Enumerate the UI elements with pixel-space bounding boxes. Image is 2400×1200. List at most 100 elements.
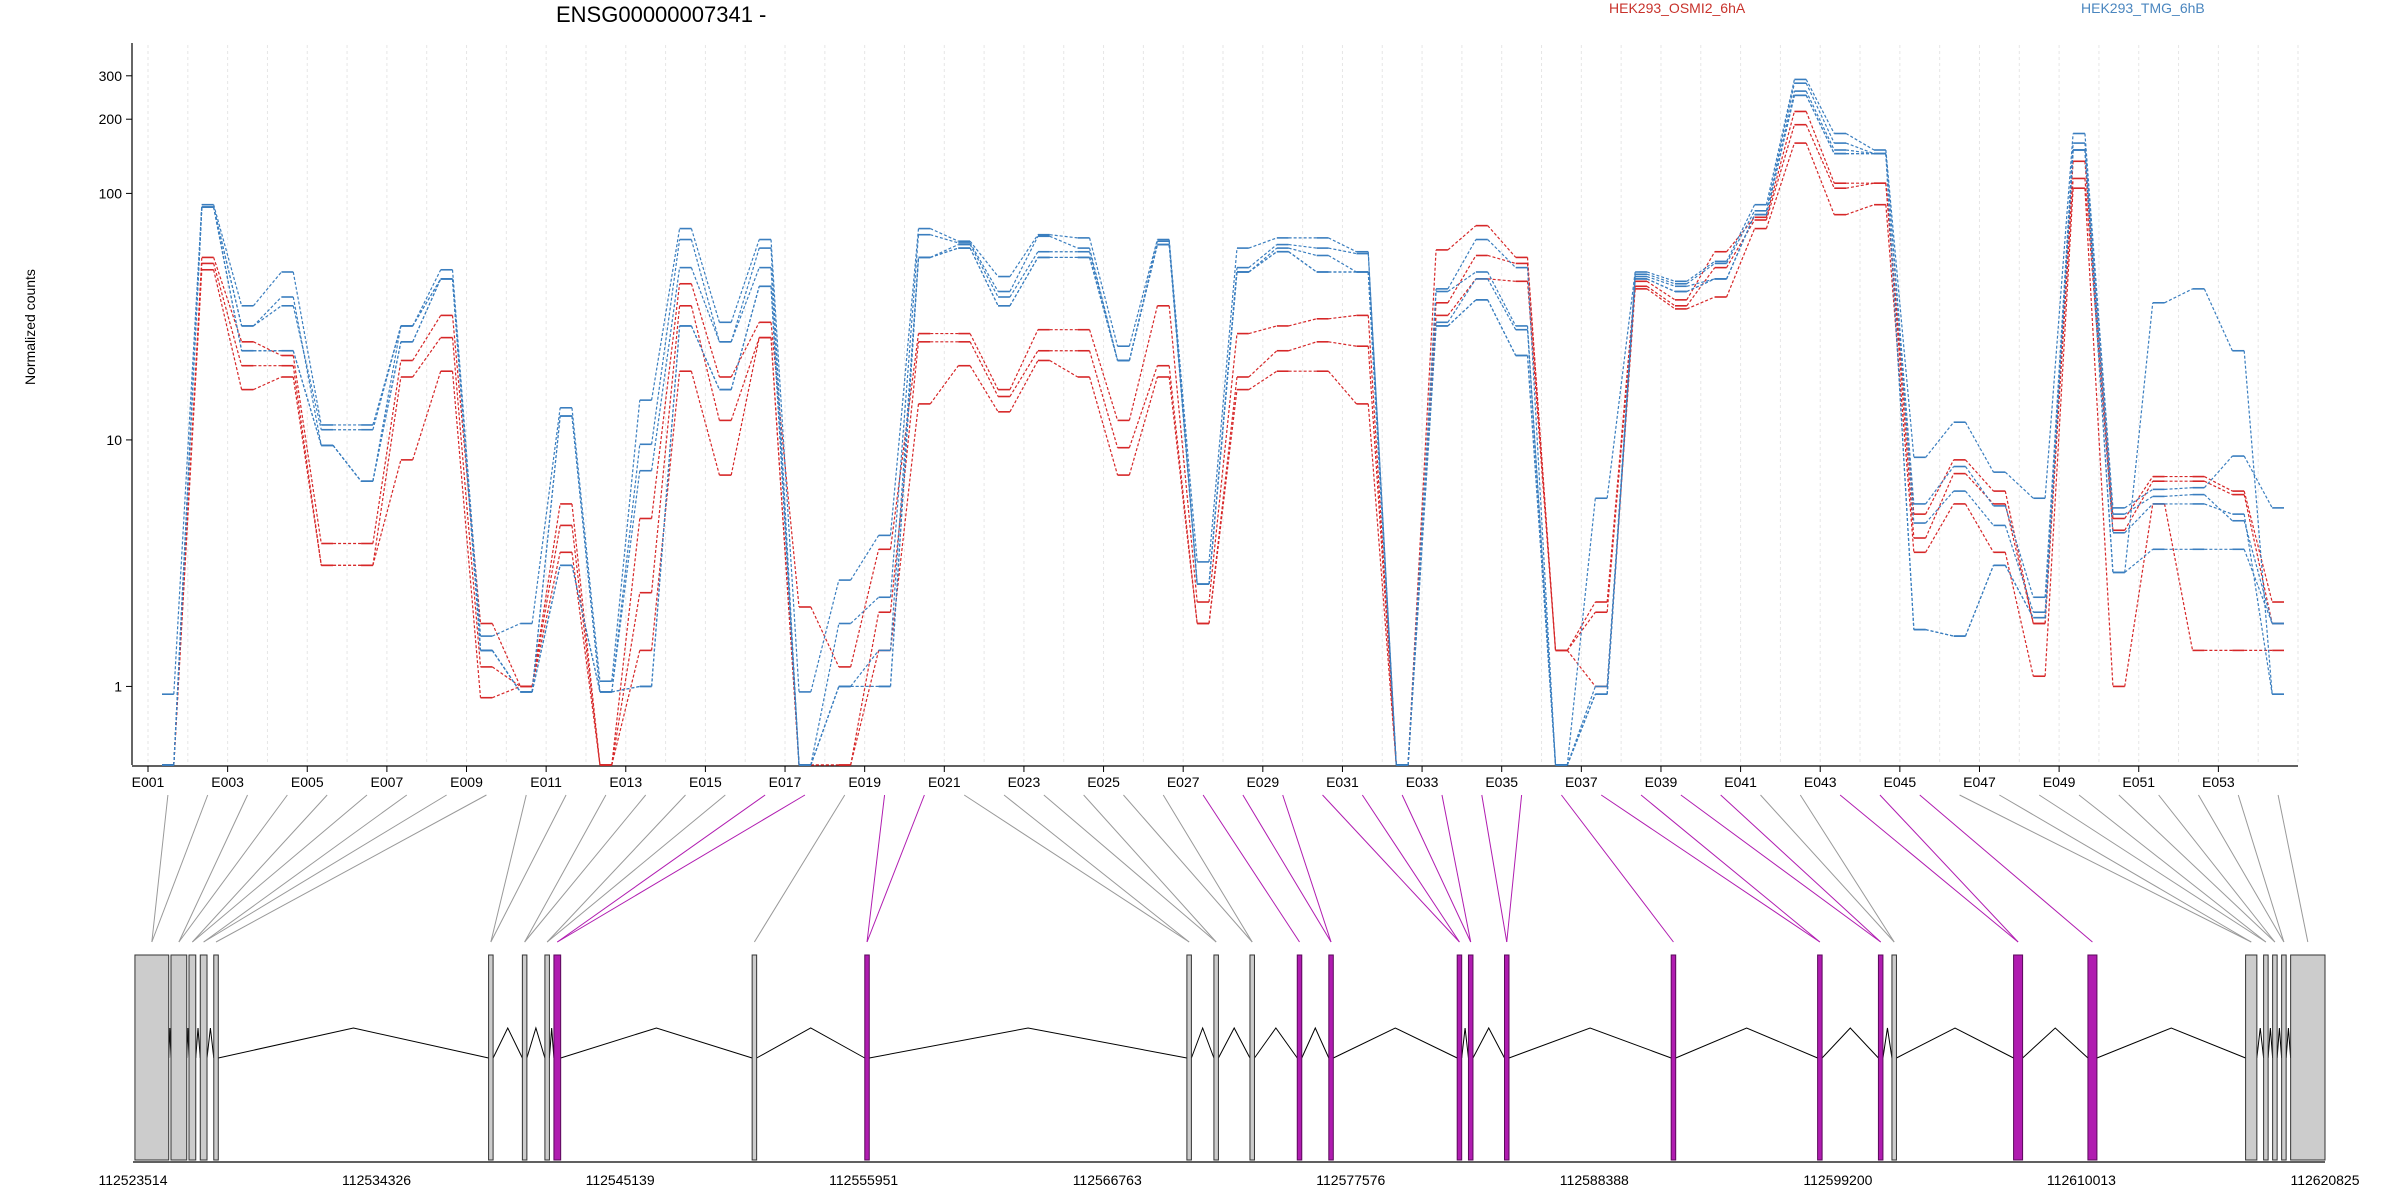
exon-connector	[1879, 794, 2019, 943]
series-connector	[1168, 376, 1198, 624]
exon-box	[1249, 954, 1255, 1161]
series-connector	[292, 350, 322, 446]
series-connector	[1367, 271, 1397, 766]
exon-box	[1213, 954, 1219, 1161]
series-connector	[1606, 274, 1636, 687]
series-connector	[1447, 271, 1477, 292]
y-tick-label: 300	[99, 68, 123, 84]
series-connector	[810, 686, 840, 766]
series-connector	[1765, 111, 1795, 218]
series-connector	[1088, 237, 1119, 347]
exon-connector	[1959, 794, 2252, 943]
intron-line	[1896, 1027, 2014, 1059]
series-connector	[1566, 601, 1596, 651]
exon-connector	[1919, 794, 2093, 943]
x-tick-label: E011	[530, 774, 562, 790]
series-connector	[2204, 480, 2233, 496]
series-connector	[1726, 219, 1756, 268]
exon-connector	[1720, 794, 1882, 943]
series-connector	[292, 271, 322, 426]
exon-connector	[151, 794, 169, 943]
y-tick-label: 10	[106, 432, 122, 448]
series-connector	[2243, 455, 2273, 509]
vertical-gridlines	[147, 45, 2299, 765]
series-connector	[1765, 95, 1795, 215]
series-connector	[253, 376, 282, 391]
series-connector	[1726, 216, 1756, 253]
intron-line	[1675, 1027, 1818, 1059]
x-tick-label: E007	[371, 774, 404, 790]
series-connector	[292, 305, 322, 430]
series-connector	[372, 360, 402, 544]
x-tick-label: E045	[1884, 774, 1917, 790]
x-tick-label: E009	[450, 774, 483, 790]
series-connector	[571, 552, 601, 766]
series-connector	[2084, 149, 2114, 573]
series-connector	[1009, 350, 1039, 397]
exon-connector	[1282, 794, 1332, 943]
series-connector	[451, 337, 482, 667]
series-connector	[1168, 241, 1198, 585]
series-connector	[1009, 257, 1039, 307]
series-connector	[1606, 271, 1636, 499]
series-connector	[1964, 565, 1995, 637]
series-connector	[1885, 153, 1915, 524]
x-tick-label: E027	[1167, 774, 1200, 790]
series-connector	[2164, 288, 2193, 304]
series-connector	[690, 239, 720, 342]
series-connector	[1009, 236, 1039, 292]
series-connector	[531, 503, 561, 687]
series-connector	[1088, 247, 1119, 361]
series-connector	[1646, 278, 1676, 293]
genome-tick-label: 112534326	[342, 1172, 411, 1188]
series-connector	[1845, 132, 1875, 151]
exon-box-highlighted	[1296, 954, 1303, 1161]
exon-box	[1891, 954, 1897, 1161]
series-connector	[1487, 271, 1517, 327]
series-connector	[531, 552, 561, 687]
intron-line	[2285, 1027, 2292, 1059]
exon-box	[213, 954, 219, 1161]
exon-connector	[1506, 794, 1523, 943]
genome-tick-label: 112577576	[1316, 1172, 1385, 1188]
exon-connector	[178, 794, 288, 943]
series-connector	[372, 376, 402, 566]
series-connector	[2203, 455, 2233, 489]
series-connector	[1885, 153, 1915, 630]
exon-box-highlighted	[1670, 954, 1677, 1161]
exon-connector	[192, 794, 328, 943]
series-connector	[1288, 251, 1317, 273]
series-connector	[2084, 143, 2114, 515]
exon-box	[544, 954, 550, 1161]
intron-line	[1190, 1026, 1215, 1059]
series-connector	[1964, 503, 1995, 553]
x-tick-label: E023	[1008, 774, 1041, 790]
exon-connector	[490, 794, 527, 943]
series-connector	[730, 322, 760, 378]
exon-connector	[2118, 794, 2276, 943]
exon-connector	[557, 794, 806, 943]
exon-box-highlighted	[553, 954, 562, 1161]
exon-box	[751, 954, 758, 1161]
exon-box	[488, 954, 494, 1161]
series-connector	[1566, 693, 1596, 766]
series-connector	[253, 296, 282, 327]
intron-line	[492, 1026, 523, 1059]
series-connector	[2124, 495, 2154, 515]
intron-line	[2022, 1027, 2089, 1059]
exon-connector	[1441, 794, 1472, 943]
series-connector	[1646, 288, 1676, 310]
legend-entry-osmi2: HEK293_OSMI2_6hA	[1609, 0, 1746, 16]
series-connector	[1805, 111, 1835, 184]
series-connector	[213, 269, 243, 390]
series-connector	[1088, 251, 1119, 361]
series-connector	[1447, 225, 1477, 251]
exon-connector	[866, 794, 886, 943]
series-connector	[690, 283, 720, 378]
series-connector	[1009, 251, 1039, 298]
series-connector	[1805, 142, 1835, 215]
exon-box	[2281, 954, 2287, 1161]
intron-line	[2096, 1027, 2246, 1059]
series-connector	[2044, 143, 2074, 598]
series-connector	[650, 325, 681, 687]
